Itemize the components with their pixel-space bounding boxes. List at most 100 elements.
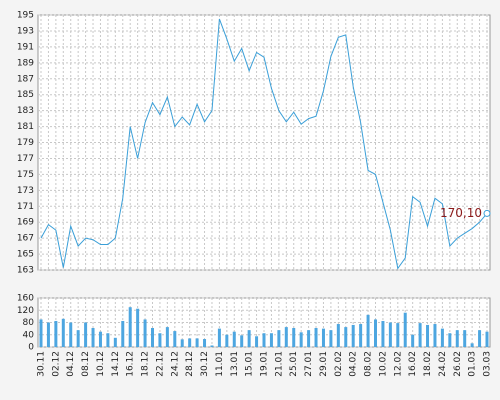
y-tick-label: 189 (17, 58, 34, 68)
x-tick-label: 02.12 (51, 351, 61, 377)
y-tick-label: 80 (23, 318, 35, 328)
x-tick-label: 15.01 (245, 351, 255, 377)
volume-bar (210, 345, 214, 347)
volume-bar (284, 327, 288, 347)
volume-bar (418, 323, 422, 347)
volume-bar (396, 323, 400, 347)
volume-bar (84, 322, 88, 347)
volume-bar (440, 328, 444, 347)
x-tick-label: 08.02 (364, 351, 374, 377)
volume-bar (128, 307, 132, 347)
volume-bar (232, 331, 236, 347)
x-tick-label: 10.12 (96, 351, 106, 377)
x-tick-label: 28.12 (185, 351, 195, 377)
x-tick-label: 12.02 (393, 351, 403, 377)
volume-bar (91, 328, 95, 347)
volume-bar (321, 328, 325, 347)
x-tick-label: 24.02 (438, 351, 448, 377)
volume-bar (165, 327, 169, 347)
volume-bar (61, 318, 65, 347)
volume-bar (225, 334, 229, 347)
y-tick-label: 181 (17, 122, 34, 132)
volume-bar (292, 328, 296, 347)
x-tick-label: 01.03 (468, 351, 478, 377)
volume-bar (448, 333, 452, 347)
volume-bar (54, 320, 58, 347)
x-tick-label: 26.02 (453, 351, 463, 377)
volume-bar (143, 319, 147, 347)
volume-bar (121, 320, 125, 347)
y-tick-label: 40 (23, 330, 35, 340)
volume-bar (307, 330, 311, 347)
x-tick-label: 19.01 (260, 351, 270, 377)
volume-bar (277, 330, 281, 347)
y-tick-label: 175 (17, 170, 34, 180)
x-tick-label: 27.01 (304, 351, 314, 377)
volume-bar (381, 320, 385, 347)
y-tick-label: 160 (17, 294, 34, 304)
x-tick-label: 13.01 (230, 351, 240, 377)
y-tick-label: 179 (17, 138, 34, 148)
x-tick-label: 14.12 (111, 351, 121, 377)
y-tick-label: 191 (17, 42, 34, 52)
volume-bar (366, 314, 370, 347)
volume-bar (158, 333, 162, 347)
y-tick-label: 169 (17, 218, 34, 228)
volume-bar (203, 339, 207, 347)
volume-bar (336, 324, 340, 347)
volume-bar (46, 322, 50, 347)
volume-bar (69, 322, 73, 347)
volume-bar (151, 328, 154, 347)
volume-bar (388, 322, 392, 347)
x-tick-label: 22.12 (155, 351, 165, 377)
x-tick-label: 16.12 (126, 351, 136, 377)
y-tick-label: 173 (17, 186, 34, 196)
volume-bar (485, 331, 489, 347)
volume-bar (426, 324, 430, 347)
x-tick-label: 30.11 (37, 351, 47, 377)
x-tick-label: 18.02 (423, 351, 433, 377)
x-tick-label: 04.02 (349, 351, 359, 377)
volume-bar (217, 328, 221, 347)
volume-bar (113, 337, 117, 347)
volume-bar (455, 330, 459, 347)
volume-bar (106, 333, 110, 347)
volume-bar (173, 331, 177, 347)
y-tick-label: 187 (17, 74, 34, 84)
volume-bar (39, 319, 43, 347)
volume-bar (314, 328, 318, 347)
volume-bar (262, 333, 266, 347)
y-tick-label: 167 (17, 234, 34, 244)
x-tick-label: 04.12 (66, 351, 76, 377)
y-tick-label: 195 (17, 11, 34, 21)
value-label: 170,10 (440, 206, 482, 220)
x-tick-label: 08.12 (81, 351, 91, 377)
volume-bar (255, 336, 259, 347)
volume-bar (180, 339, 184, 347)
volume-bar (136, 308, 140, 347)
x-tick-label: 10.02 (378, 351, 388, 377)
volume-bar (351, 324, 355, 347)
x-tick-label: 30.12 (200, 351, 210, 377)
x-tick-label: 03.03 (483, 351, 493, 377)
volume-bar (433, 324, 437, 347)
volume-bar (76, 330, 80, 347)
x-tick-label: 18.12 (141, 351, 151, 377)
volume-bar (411, 334, 415, 347)
y-tick-label: 163 (17, 266, 34, 276)
x-tick-label: 16.02 (408, 351, 418, 377)
x-tick-label: 25.01 (289, 351, 299, 377)
y-tick-label: 120 (17, 306, 34, 316)
y-tick-label: 0 (28, 343, 34, 353)
volume-bar (359, 324, 363, 347)
x-tick-label: 29.01 (319, 351, 329, 377)
y-tick-label: 193 (17, 26, 34, 36)
volume-bar (299, 332, 303, 347)
volume-bar (195, 338, 199, 347)
y-tick-label: 165 (17, 250, 34, 260)
volume-bar (269, 333, 273, 347)
x-tick-label: 24.12 (170, 351, 180, 377)
end-marker (483, 209, 491, 217)
x-tick-label: 21.01 (274, 351, 284, 377)
